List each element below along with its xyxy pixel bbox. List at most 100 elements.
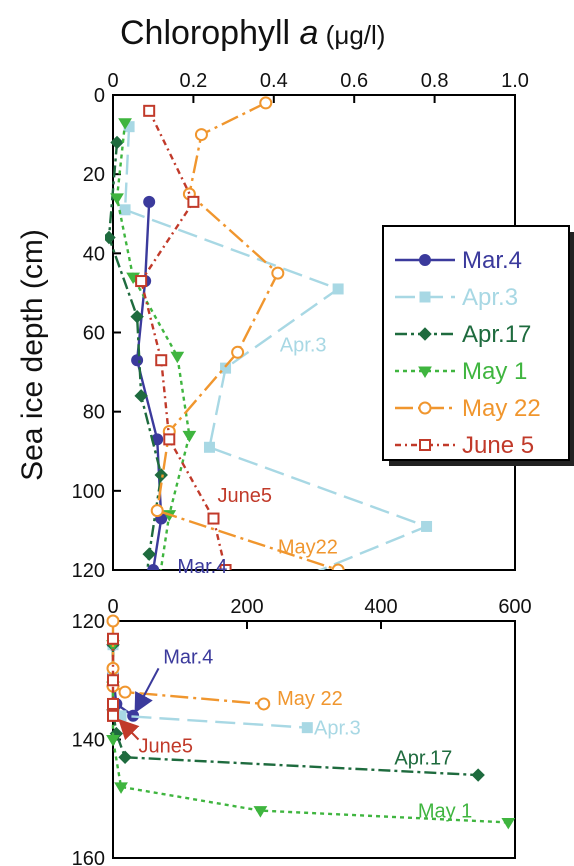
bottom-annotation-apr-17: Apr.17 — [394, 747, 452, 769]
top-point-mar-4-0 — [143, 195, 156, 208]
top-y-tick-label-100: 100 — [72, 481, 105, 503]
top-point-mar-4-2 — [131, 354, 144, 367]
bottom-panel: 0 200 400 600 120 140 160 Mar.4 May 22 Apr.3 June… — [72, 596, 532, 866]
legend-marker-june-5 — [419, 439, 431, 451]
legend-label-may-22: May 22 — [462, 395, 541, 422]
legend-label-apr-3: Apr.3 — [462, 284, 518, 311]
legend-entry-june-5: June 5 — [395, 432, 534, 459]
bottom-point-may-1-4 — [253, 806, 268, 818]
top-point-may-22-0 — [259, 96, 273, 110]
bottom-point-may-22-3 — [118, 685, 132, 699]
top-line-june-5 — [139, 110, 227, 570]
top-point-apr-17-3 — [134, 389, 148, 403]
legend-marker-may-22 — [418, 401, 432, 415]
top-y-tick-label-0: 0 — [94, 85, 105, 107]
top-point-may-22-1 — [194, 128, 208, 142]
bottom-y-tick-label-120: 120 — [72, 611, 105, 633]
top-line-may-22 — [155, 101, 339, 570]
bottom-point-apr-17-5 — [471, 768, 485, 782]
top-point-mar-4-5 — [147, 564, 160, 570]
top-point-june-5-1 — [187, 195, 200, 208]
top-series-june-5 — [135, 104, 232, 570]
bottom-x-tick-label-400: 400 — [364, 596, 397, 618]
top-point-may-1-3 — [170, 351, 185, 364]
top-x-tick-label-1-0: 1.0 — [501, 70, 529, 92]
bottom-point-june-5-4 — [107, 709, 119, 722]
legend-box — [382, 225, 570, 461]
legend-label-mar-4: Mar.4 — [462, 247, 522, 274]
bottom-y-tick-label-140: 140 — [72, 730, 105, 752]
legend-label-june-5: June 5 — [462, 432, 534, 459]
top-x-tick-label-0-2: 0.2 — [179, 70, 207, 92]
top-x-tick-label-0-8: 0.8 — [421, 70, 449, 92]
bottom-annotation-june5: June5 — [138, 735, 193, 757]
top-series-may-1 — [110, 118, 197, 570]
top-point-apr-3-5 — [421, 520, 433, 532]
top-point-apr-17-1 — [105, 230, 116, 245]
legend-entry-apr-3: Apr.3 — [395, 284, 518, 311]
top-point-june-5-6 — [219, 564, 232, 570]
legend-label-apr-17: Apr.17 — [462, 321, 531, 348]
legend-marker-apr-3 — [419, 291, 431, 303]
top-point-june-5-5 — [207, 512, 220, 525]
bottom-point-june-5-1 — [107, 674, 119, 687]
top-point-may-22-4 — [231, 345, 245, 359]
top-y-tick-label-80: 80 — [83, 402, 105, 424]
top-x-tick-label-0-6: 0.6 — [340, 70, 368, 92]
top-panel: 0 0.2 0.4 0.6 0.8 1.0 0 20 40 60 80 100 120 Apr.3 Jun… — [72, 70, 529, 582]
bottom-annotation-arrow-0 — [134, 667, 160, 714]
legend-entry-may-22: May 22 — [395, 395, 541, 422]
legend-marker-may-1 — [418, 366, 432, 378]
top-point-may-1-4 — [182, 430, 197, 443]
legend-label-may-1: May 1 — [462, 358, 527, 385]
top-point-may-1-1 — [110, 193, 124, 205]
top-point-apr-17-4 — [154, 468, 168, 482]
top-point-apr-17-0 — [110, 135, 124, 150]
top-annotation-apr-3: Apr.3 — [280, 334, 327, 356]
bottom-point-may-22-0 — [106, 614, 120, 628]
legend-marker-apr-17 — [418, 327, 432, 341]
bottom-annotation-arrow-1 — [118, 718, 140, 741]
top-series-apr-17 — [105, 135, 168, 570]
y-axis-label: Sea ice depth (cm) — [16, 229, 49, 481]
bottom-point-may-22-4 — [257, 697, 271, 711]
bottom-point-june-5-0 — [107, 632, 119, 645]
chart-title: Chlorophyll a (μg/l) — [120, 14, 385, 52]
top-y-tick-label-40: 40 — [83, 243, 105, 265]
top-point-apr-3-1 — [119, 204, 131, 216]
legend-entry-may-1: May 1 — [395, 358, 527, 385]
top-line-apr-17 — [107, 142, 163, 570]
top-point-apr-3-3 — [220, 362, 232, 374]
top-point-apr-17-5 — [142, 547, 156, 561]
bottom-annotation-mar-4: Mar.4 — [163, 647, 213, 669]
legend-marker-mar-4 — [419, 254, 431, 266]
top-point-may-22-7 — [331, 563, 345, 570]
bottom-point-may-1-3 — [114, 782, 128, 794]
top-point-may-1-0 — [118, 118, 132, 130]
top-point-apr-3-4 — [203, 441, 215, 453]
legend: Mar.4 Apr.3 Apr.17 May 1 May 22 June 5 — [382, 225, 574, 466]
bottom-point-apr-17-4 — [118, 750, 132, 764]
top-point-june-5-4 — [163, 433, 176, 446]
bottom-point-apr-3-4 — [301, 722, 313, 734]
bottom-point-may-1-2 — [106, 735, 120, 747]
top-y-tick-label-120: 120 — [72, 560, 105, 582]
legend-entry-apr-17: Apr.17 — [395, 321, 531, 348]
top-point-apr-3-2 — [332, 283, 344, 295]
bottom-x-tick-label-0: 0 — [107, 596, 118, 618]
bottom-point-may-1-5 — [501, 817, 516, 830]
bottom-point-june-5-2 — [107, 697, 119, 710]
top-annotation-mar-4: Mar.4 — [177, 556, 227, 578]
top-x-tick-label-0: 0 — [107, 70, 118, 92]
top-series-apr-3 — [119, 121, 433, 570]
top-point-apr-17-2 — [130, 309, 144, 324]
top-x-tick-label-0-4: 0.4 — [260, 70, 288, 92]
top-y-tick-label-60: 60 — [83, 323, 105, 345]
top-point-june-5-0 — [143, 104, 156, 117]
top-y-tick-label-20: 20 — [83, 164, 105, 186]
bottom-x-tick-label-600: 600 — [498, 596, 531, 618]
legend-entry-mar-4: Mar.4 — [395, 247, 522, 274]
bottom-annotation-may-1: May 1 — [418, 801, 472, 823]
top-annotation-june5: June5 — [218, 485, 273, 507]
